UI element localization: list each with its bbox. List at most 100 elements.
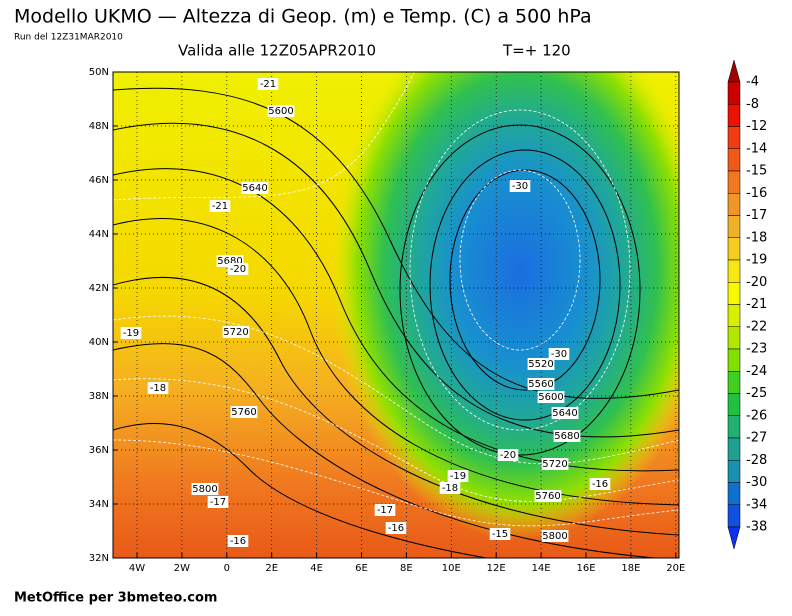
colorbar-box <box>727 371 741 394</box>
contour-label: -19 <box>123 328 139 339</box>
colorbar-label: -34 <box>746 497 767 512</box>
colorbar-box <box>727 170 741 194</box>
colorbar-box <box>727 304 741 327</box>
contour-label: 5800 <box>192 484 217 495</box>
contour-label: 5600 <box>538 392 563 403</box>
contour-label: -18 <box>442 483 458 494</box>
contour-label-bg <box>497 449 519 461</box>
contour-label-bg <box>120 327 142 339</box>
contour-label: 5560 <box>528 379 553 390</box>
contour-label-bg <box>553 430 581 442</box>
lon-label: 4E <box>310 563 323 574</box>
lat-label: 50N <box>89 67 109 78</box>
contour-label-bg <box>527 358 555 370</box>
lat-label: 40N <box>89 337 109 348</box>
contour-label: -19 <box>450 471 466 482</box>
contour-label: -21 <box>260 79 276 90</box>
lat-label: 42N <box>89 283 109 294</box>
contour-label: -16 <box>592 479 608 490</box>
contour-label: 5520 <box>528 359 553 370</box>
lon-label: 4W <box>129 563 145 574</box>
colorbar-box <box>727 504 741 528</box>
colorbar-box <box>727 393 741 416</box>
lon-label: 20E <box>666 563 685 574</box>
lat-label: 44N <box>89 229 109 240</box>
colorbar-box <box>727 104 741 127</box>
forecast-step: T=+ 120 <box>502 42 571 60</box>
colorbar-box <box>727 415 741 439</box>
contour-label: 5640 <box>242 183 267 194</box>
lon-label: 8E <box>400 563 413 574</box>
contour-label-bg <box>191 483 219 495</box>
contour-label: -15 <box>492 529 508 540</box>
contour-label: 5680 <box>217 256 242 267</box>
contour-label: -20 <box>500 450 516 461</box>
lon-label: 6E <box>355 563 368 574</box>
contour-label: -16 <box>230 536 246 547</box>
contour-label: 5640 <box>552 408 577 419</box>
contour-label-bg <box>209 200 231 212</box>
lon-label: 12E <box>487 563 506 574</box>
colorbar-label: -15 <box>746 164 767 179</box>
colorbar-label: -24 <box>746 364 767 379</box>
contour-label-bg <box>222 326 250 338</box>
lon-label: 2W <box>174 563 190 574</box>
contour-label: -17 <box>210 497 226 508</box>
colorbar-label: -19 <box>746 253 767 268</box>
colorbar-box <box>727 460 741 483</box>
contour-label-bg <box>227 263 249 275</box>
contour-label-bg <box>527 378 555 390</box>
colorbar-box <box>727 215 741 238</box>
colorbar-box <box>727 259 741 283</box>
colorbar-label: -18 <box>746 230 767 245</box>
colorbar-label: -12 <box>746 119 767 134</box>
lat-label: 34N <box>89 499 109 510</box>
contour-label: -16 <box>388 523 404 534</box>
contour-label-bg <box>207 496 229 508</box>
lon-label: 14E <box>532 563 551 574</box>
graticule <box>113 72 679 558</box>
colorbar-label: -14 <box>746 141 767 156</box>
colorbar-box <box>727 348 741 372</box>
valid-time: Valida alle 12Z05APR2010 <box>178 42 376 60</box>
contour-label: 5800 <box>542 531 567 542</box>
contour-label: 5760 <box>535 491 560 502</box>
colorbar-label: -30 <box>746 475 767 490</box>
contour-label: -18 <box>150 383 166 394</box>
contour-label-bg <box>548 348 570 360</box>
colorbar-box <box>727 193 741 216</box>
axis-labels: 4W 2W 0 2E 4E 6E 8E 10E 12E 14E 16E 18E 20E 50N 48N 46N… <box>89 67 686 574</box>
lat-label: 36N <box>89 445 109 456</box>
contour-label-bg <box>541 530 569 542</box>
colorbar-box <box>727 81 741 105</box>
contour-label-bg <box>439 482 461 494</box>
contour-label: 5720 <box>542 459 567 470</box>
lon-label: 18E <box>621 563 640 574</box>
footer: MetOffice per 3bmeteo.com <box>14 591 217 606</box>
contour-label-bg <box>551 407 579 419</box>
lon-label: 2E <box>265 563 278 574</box>
contour-label-bg <box>541 458 569 470</box>
low-pressure-field <box>330 72 679 540</box>
colorbar-label: -28 <box>746 453 767 468</box>
colorbar-label: -23 <box>746 342 767 357</box>
contour-label: -30 <box>512 181 528 192</box>
contour-label: 5600 <box>268 106 293 117</box>
colorbar-box <box>727 237 741 261</box>
colorbar-label: -20 <box>746 275 767 290</box>
contour-label-bg <box>385 522 407 534</box>
contour-label: -21 <box>212 201 228 212</box>
contour-label: 5720 <box>223 327 248 338</box>
lon-label: 10E <box>442 563 461 574</box>
lat-label: 32N <box>89 553 109 564</box>
lon-label: 0 <box>224 563 230 574</box>
contour-label: -30 <box>551 349 567 360</box>
colorbar: -4 -8 -12 -14 -15 -16 -17 -18 -19 -20 -21 -22 -23 -24… <box>727 59 767 550</box>
contour-label-bg <box>147 382 169 394</box>
contour-label-bg <box>534 490 562 502</box>
lat-label: 46N <box>89 175 109 186</box>
colorbar-label: -21 <box>746 297 767 312</box>
contour-label: -17 <box>377 505 393 516</box>
contour-label-bg <box>230 406 258 418</box>
colorbar-label: -25 <box>746 386 767 401</box>
